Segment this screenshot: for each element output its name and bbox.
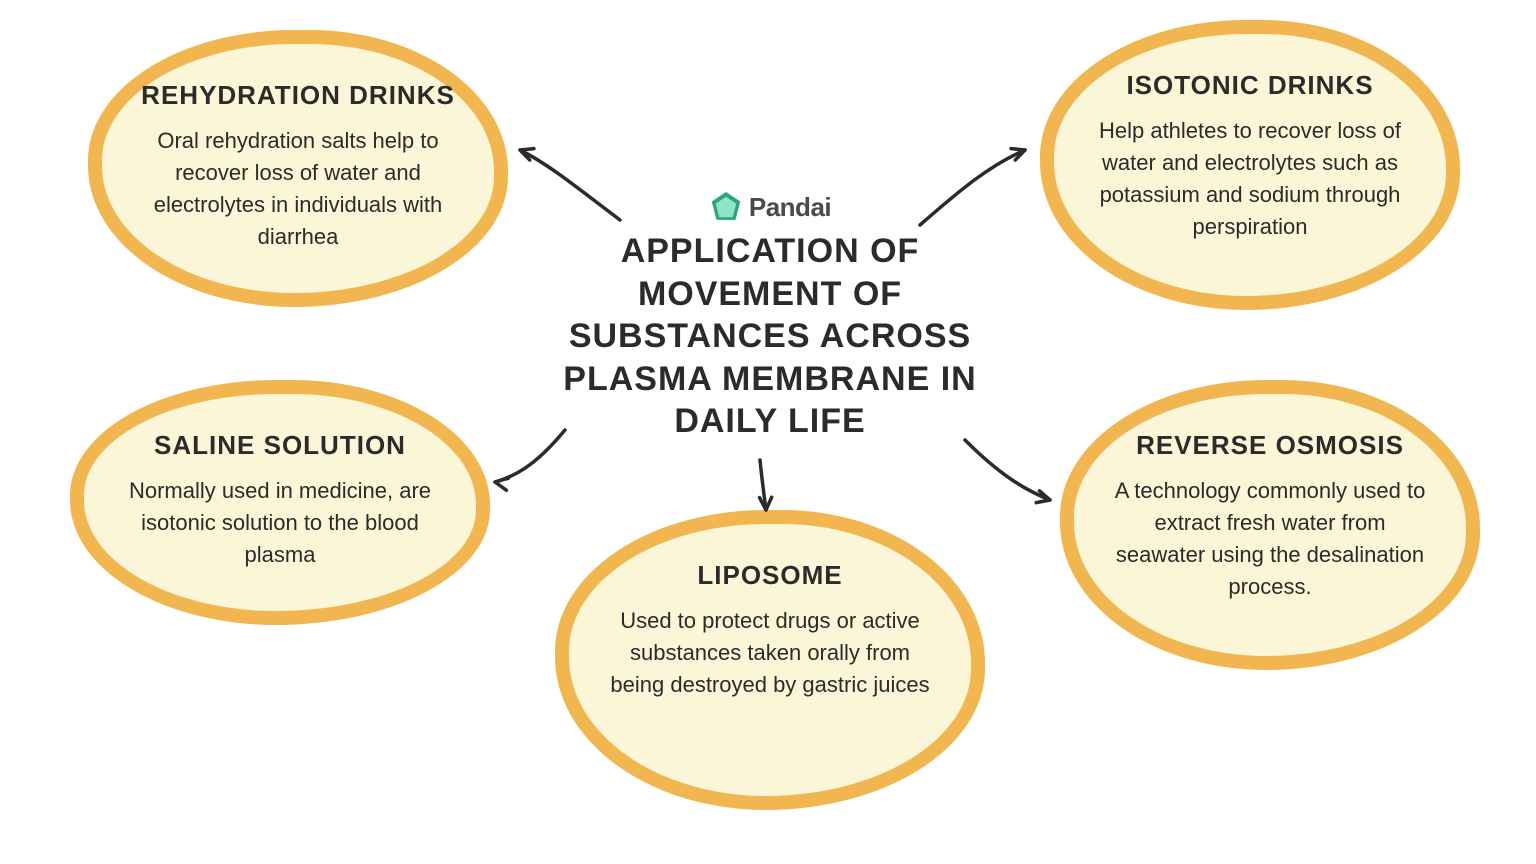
arrow-to-rehydration <box>520 150 620 220</box>
arrows-layer <box>0 0 1536 864</box>
arrow-to-reverse-osmosis <box>965 440 1050 500</box>
infographic-stage: Pandai APPLICATION OF MOVEMENT OF SUBSTA… <box>0 0 1536 864</box>
arrow-to-saline <box>495 430 565 482</box>
arrow-to-isotonic <box>920 150 1025 225</box>
arrowhead-to-saline <box>495 478 508 490</box>
